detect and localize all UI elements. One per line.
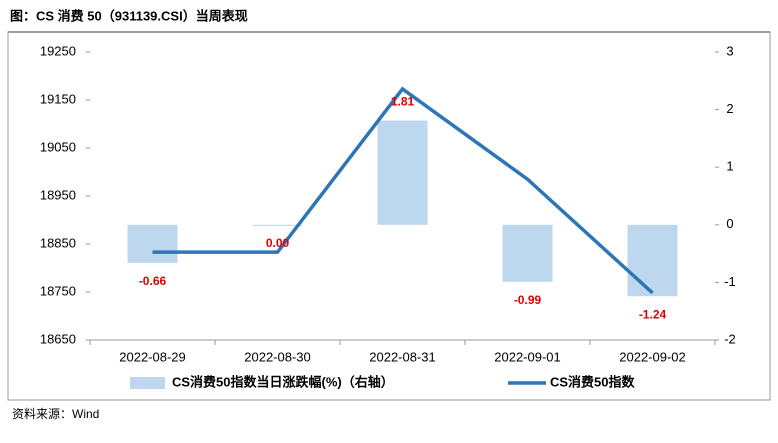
legend-swatch — [130, 377, 165, 389]
y-tick-label: 18950 — [40, 187, 76, 202]
y2-tick-label: -1 — [724, 274, 736, 289]
y-tick-label: 19050 — [40, 139, 76, 154]
y2-tick-label: -2 — [724, 331, 736, 346]
bar — [502, 224, 553, 282]
data-label: -1.24 — [639, 307, 667, 321]
data-label: 0.00 — [266, 236, 290, 250]
data-label: 1.81 — [391, 95, 415, 109]
x-tick-label: 2022-08-31 — [369, 349, 436, 364]
data-label: -0.99 — [514, 293, 542, 307]
y-tick-label: 18750 — [40, 283, 76, 298]
x-tick-label: 2022-09-01 — [494, 349, 561, 364]
y2-tick-label: 1 — [726, 159, 733, 174]
y2-tick-label: 0 — [726, 216, 733, 231]
x-tick-label: 2022-08-29 — [119, 349, 186, 364]
x-tick-label: 2022-09-02 — [619, 349, 686, 364]
legend-label: CS消费50指数当日涨跌幅(%)（右轴） — [172, 374, 394, 389]
y-tick-label: 18650 — [40, 331, 76, 346]
y-tick-label: 19250 — [40, 43, 76, 58]
bar — [252, 224, 303, 226]
frame — [7, 31, 771, 401]
y-tick-label: 19150 — [40, 91, 76, 106]
bar — [627, 224, 678, 297]
bar — [127, 224, 178, 263]
legend-label: CS消费50指数 — [550, 374, 636, 389]
x-tick-label: 2022-08-30 — [244, 349, 311, 364]
data-label: -0.66 — [139, 274, 167, 288]
source: 资料来源：Wind — [12, 407, 99, 421]
title: 图：CS 消费 50（931139.CSI）当周表现 — [10, 8, 248, 23]
y2-tick-label: 2 — [726, 101, 733, 116]
y-tick-label: 18850 — [40, 235, 76, 250]
line — [152, 86, 654, 295]
y2-tick-label: 3 — [726, 43, 733, 58]
bar — [377, 120, 428, 225]
